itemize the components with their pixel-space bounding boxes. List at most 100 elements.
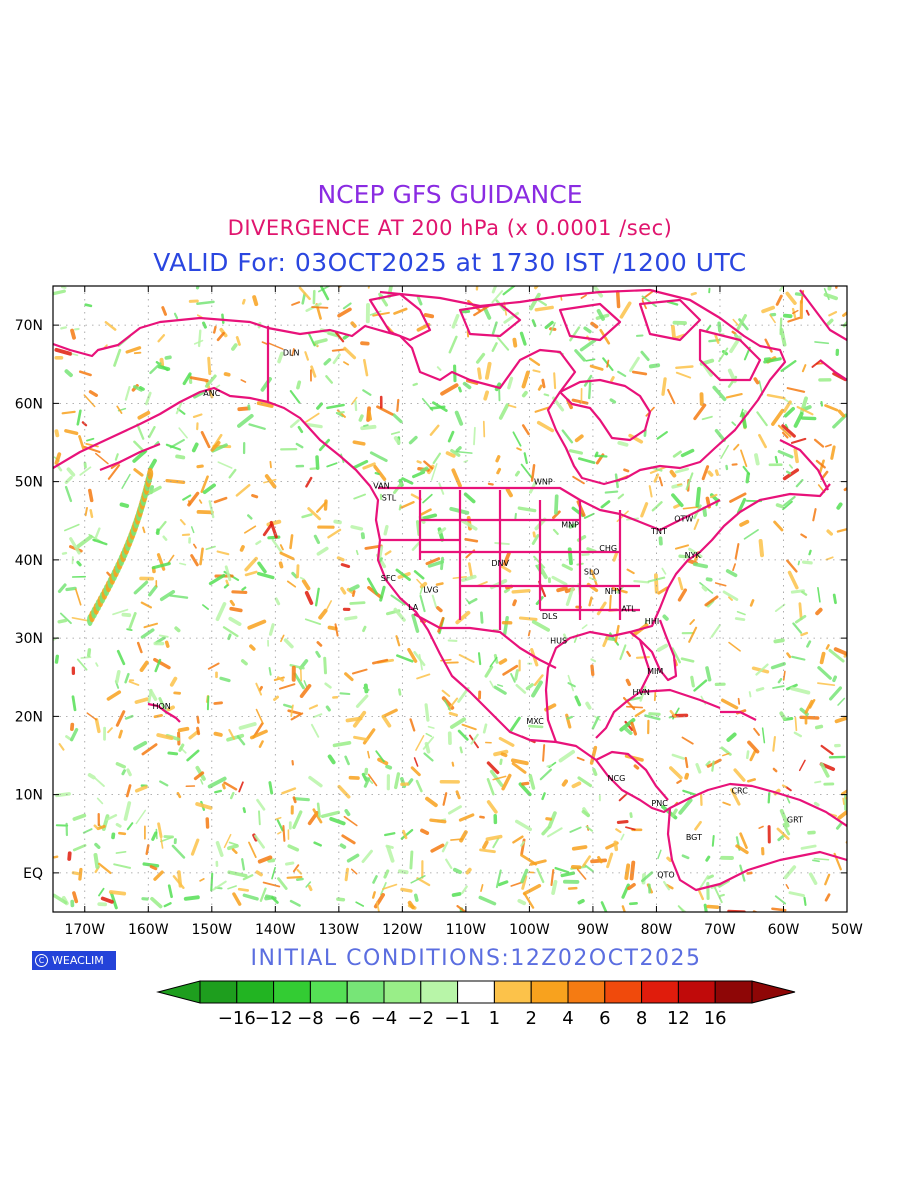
field-streak bbox=[701, 585, 708, 592]
field-streak bbox=[420, 466, 429, 473]
field-streak bbox=[693, 403, 707, 421]
field-streak bbox=[79, 466, 92, 476]
field-streak bbox=[458, 653, 475, 664]
field-streak bbox=[758, 433, 767, 449]
field-streak bbox=[210, 872, 214, 892]
field-streak bbox=[430, 463, 438, 481]
field-streak bbox=[828, 648, 845, 663]
field-streak bbox=[304, 590, 314, 605]
field-streak bbox=[339, 843, 347, 849]
field-streak bbox=[221, 783, 226, 790]
field-streak bbox=[800, 533, 808, 539]
field-streak bbox=[86, 712, 98, 721]
field-streak bbox=[463, 492, 476, 504]
field-streak bbox=[514, 470, 520, 477]
field-streak bbox=[758, 539, 764, 558]
field-streak bbox=[576, 868, 587, 880]
field-streak bbox=[576, 756, 585, 762]
field-streak bbox=[726, 732, 737, 742]
field-streak bbox=[515, 819, 532, 832]
field-streak bbox=[521, 390, 528, 398]
field-streak bbox=[53, 893, 68, 905]
colorbar-label: −8 bbox=[297, 1008, 324, 1029]
field-streak bbox=[499, 758, 503, 766]
field-streak bbox=[788, 464, 793, 469]
field-streak bbox=[169, 676, 178, 687]
lon-tick-label: 170W bbox=[64, 922, 105, 938]
colorbar-swatch bbox=[236, 980, 275, 1004]
field-streak bbox=[363, 777, 371, 788]
field-streak bbox=[463, 459, 469, 463]
field-streak bbox=[310, 365, 317, 378]
field-streak bbox=[754, 453, 760, 466]
field-streak bbox=[78, 867, 83, 881]
field-streak bbox=[832, 675, 837, 683]
field-streak bbox=[615, 290, 621, 309]
field-streak bbox=[742, 465, 751, 475]
field-streak bbox=[813, 801, 820, 807]
field-streak bbox=[133, 468, 144, 477]
field-streak bbox=[657, 849, 662, 860]
field-streak bbox=[88, 488, 94, 503]
field-streak bbox=[65, 586, 77, 592]
field-streak bbox=[66, 467, 76, 477]
field-streak bbox=[492, 837, 500, 849]
field-streak bbox=[159, 357, 165, 367]
field-streak bbox=[782, 823, 791, 836]
field-streak bbox=[612, 552, 618, 562]
field-streak bbox=[323, 358, 332, 366]
field-streak bbox=[115, 710, 126, 727]
field-streak bbox=[349, 584, 360, 592]
field-streak bbox=[764, 338, 773, 353]
field-streak bbox=[409, 718, 416, 732]
field-streak bbox=[588, 379, 592, 400]
field-streak bbox=[325, 705, 331, 712]
field-streak bbox=[435, 582, 444, 586]
field-streak bbox=[84, 303, 93, 308]
colorbar-label: 16 bbox=[704, 1008, 727, 1029]
field-streak bbox=[667, 388, 676, 405]
colorbar-swatch bbox=[457, 980, 495, 1004]
field-streak bbox=[783, 495, 796, 507]
field-streak bbox=[210, 440, 221, 452]
field-streak bbox=[671, 324, 676, 341]
field-streak bbox=[367, 410, 373, 421]
field-streak bbox=[677, 577, 684, 591]
field-streak bbox=[118, 831, 127, 836]
lat-tick-label: 40N bbox=[15, 553, 43, 569]
city-label: SFC bbox=[381, 574, 397, 583]
field-streak bbox=[115, 762, 126, 769]
lon-tick-label: 140W bbox=[255, 922, 296, 938]
field-streak bbox=[706, 904, 720, 910]
field-streak bbox=[60, 286, 67, 289]
field-streak bbox=[240, 659, 248, 666]
field-streak bbox=[71, 353, 79, 357]
logo-text: WEACLIM bbox=[52, 954, 104, 967]
field-streak bbox=[536, 868, 545, 884]
field-streak bbox=[813, 438, 825, 448]
field-streak bbox=[64, 523, 80, 532]
field-streak bbox=[401, 477, 414, 485]
field-streak bbox=[518, 616, 538, 621]
field-streak bbox=[381, 708, 398, 718]
field-streak bbox=[247, 619, 267, 630]
field-streak bbox=[828, 311, 838, 317]
field-streak bbox=[817, 586, 821, 603]
field-streak bbox=[678, 798, 693, 815]
field-streak bbox=[413, 650, 426, 667]
field-streak bbox=[172, 875, 185, 889]
field-streak bbox=[208, 500, 215, 519]
field-streak bbox=[425, 732, 433, 738]
field-streak bbox=[529, 859, 547, 866]
field-streak bbox=[107, 727, 113, 734]
field-streak bbox=[57, 618, 68, 624]
colorbar-swatch bbox=[714, 980, 753, 1004]
colorbar-label: 6 bbox=[599, 1008, 610, 1029]
field-streak bbox=[342, 334, 350, 340]
field-streak bbox=[532, 369, 541, 373]
field-streak bbox=[407, 900, 415, 910]
field-streak bbox=[333, 519, 342, 525]
field-streak bbox=[459, 830, 468, 843]
field-streak bbox=[86, 648, 92, 658]
